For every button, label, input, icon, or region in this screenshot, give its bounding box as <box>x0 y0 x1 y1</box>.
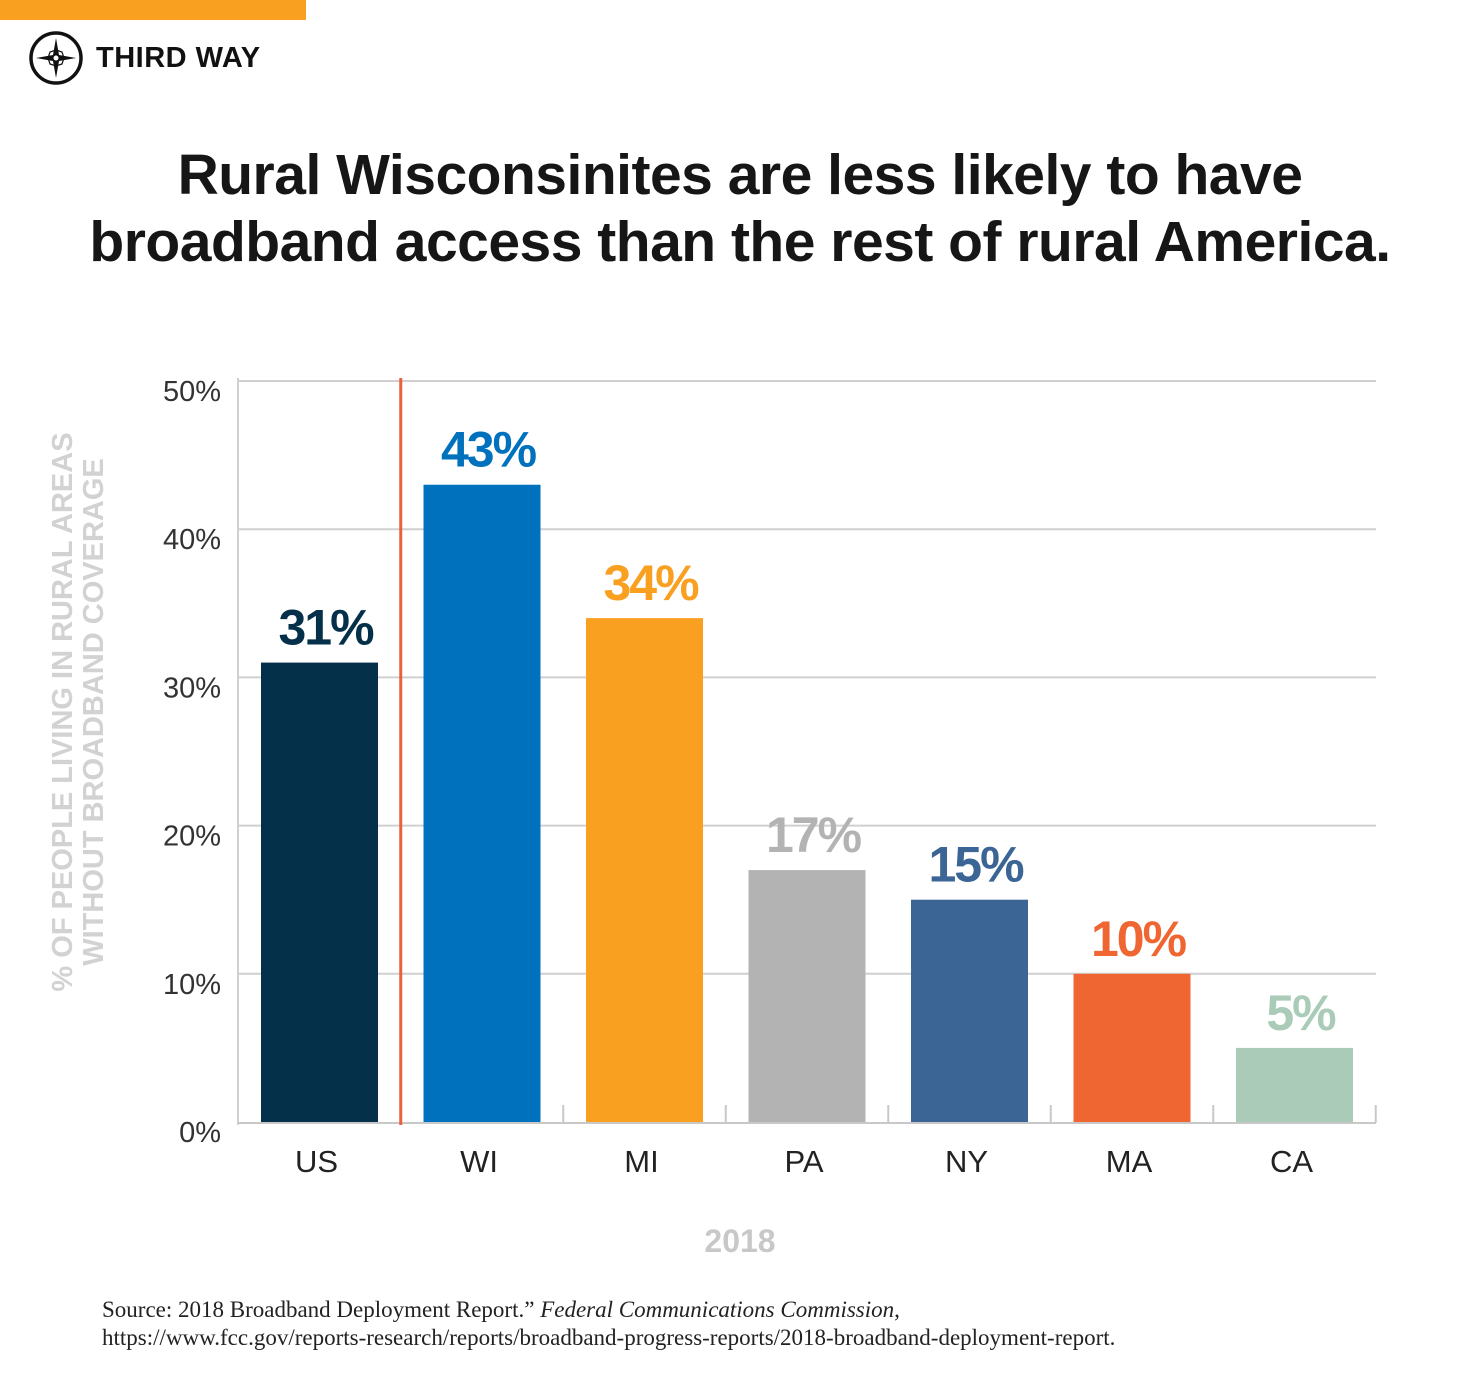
bar-ca <box>1236 1047 1353 1122</box>
data-label: 31% <box>278 600 374 656</box>
y-axis-title-line-1: % OF PEOPLE LIVING IN RURAL AREAS <box>47 432 79 991</box>
x-axis-title: 2018 <box>704 1223 775 1259</box>
bar-us <box>261 662 378 1122</box>
bar-mi <box>586 618 703 1122</box>
x-tick-label: NY <box>945 1144 988 1179</box>
y-tick-label: 0% <box>179 1117 221 1149</box>
x-tick-label: PA <box>784 1144 823 1179</box>
bar-ny <box>911 899 1028 1122</box>
y-tick-label: 30% <box>163 672 221 704</box>
bar-pa <box>748 870 866 1122</box>
top-accent-bar <box>0 0 306 20</box>
x-tick-label: CA <box>1270 1144 1313 1179</box>
source-note: Source: 2018 Broadband Deployment Report… <box>102 1296 1115 1352</box>
x-tick-label: MI <box>624 1144 658 1179</box>
logo: THIRD WAY <box>28 30 261 86</box>
source-publisher: Federal Communications Commission <box>540 1297 895 1322</box>
y-tick-label: 10% <box>163 969 221 1001</box>
y-tick-label: 40% <box>163 524 221 556</box>
y-axis-title-line-2: WITHOUT BROADBAND COVERAGE <box>78 458 110 966</box>
x-tick-label: WI <box>460 1144 498 1179</box>
title-line-1: Rural Wisconsinites are less likely to h… <box>177 143 1303 207</box>
data-label: 15% <box>928 837 1024 893</box>
x-tick-label: MA <box>1106 1144 1153 1179</box>
compass-icon <box>29 31 83 85</box>
data-label: 43% <box>441 422 537 478</box>
chart-title: Rural Wisconsinites are less likely to h… <box>0 142 1480 276</box>
bar-wi <box>423 484 541 1122</box>
x-tick-label: US <box>295 1144 338 1179</box>
source-suffix: , <box>894 1297 900 1322</box>
data-label: 34% <box>603 555 699 611</box>
bar-ma <box>1073 973 1191 1122</box>
data-label: 5% <box>1266 985 1336 1041</box>
source-prefix: Source: 2018 Broadband Deployment Report… <box>102 1297 541 1322</box>
data-label: 17% <box>766 807 862 863</box>
y-tick-label: 20% <box>163 821 221 853</box>
data-label: 10% <box>1091 911 1187 967</box>
title-line-2: broadband access than the rest of rural … <box>89 210 1391 274</box>
brand-name: THIRD WAY <box>96 41 261 74</box>
source-url: https://www.fcc.gov/reports-research/rep… <box>102 1325 1116 1350</box>
y-tick-label: 50% <box>163 376 221 408</box>
